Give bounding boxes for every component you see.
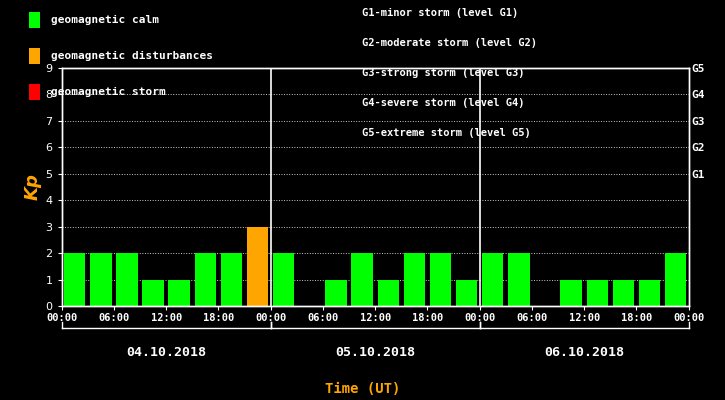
Text: 04.10.2018: 04.10.2018 — [126, 346, 206, 359]
Text: geomagnetic storm: geomagnetic storm — [51, 87, 166, 97]
Bar — [194, 253, 216, 306]
Text: G2-moderate storm (level G2): G2-moderate storm (level G2) — [362, 38, 537, 48]
Text: G1-minor storm (level G1): G1-minor storm (level G1) — [362, 8, 519, 18]
Bar — [64, 253, 86, 306]
Text: G4-severe storm (level G4): G4-severe storm (level G4) — [362, 98, 525, 108]
Bar — [116, 253, 138, 306]
Text: 06.10.2018: 06.10.2018 — [544, 346, 624, 359]
Bar — [456, 280, 477, 306]
Text: Time (UT): Time (UT) — [325, 382, 400, 396]
Bar — [560, 280, 582, 306]
Text: G5-extreme storm (level G5): G5-extreme storm (level G5) — [362, 128, 531, 138]
Text: G3-strong storm (level G3): G3-strong storm (level G3) — [362, 68, 525, 78]
Bar — [404, 253, 425, 306]
Y-axis label: Kp: Kp — [23, 174, 41, 200]
Bar — [168, 280, 190, 306]
Text: geomagnetic calm: geomagnetic calm — [51, 15, 159, 25]
Bar — [482, 253, 503, 306]
Bar — [613, 280, 634, 306]
Bar — [247, 227, 268, 306]
Bar — [378, 280, 399, 306]
Text: 05.10.2018: 05.10.2018 — [335, 346, 415, 359]
Bar — [352, 253, 373, 306]
Bar — [142, 280, 164, 306]
Bar — [273, 253, 294, 306]
Bar — [665, 253, 687, 306]
Bar — [430, 253, 451, 306]
Bar — [220, 253, 242, 306]
Bar — [639, 280, 660, 306]
Text: geomagnetic disturbances: geomagnetic disturbances — [51, 51, 213, 61]
Bar — [326, 280, 347, 306]
Bar — [508, 253, 530, 306]
Bar — [587, 280, 608, 306]
Bar — [90, 253, 112, 306]
